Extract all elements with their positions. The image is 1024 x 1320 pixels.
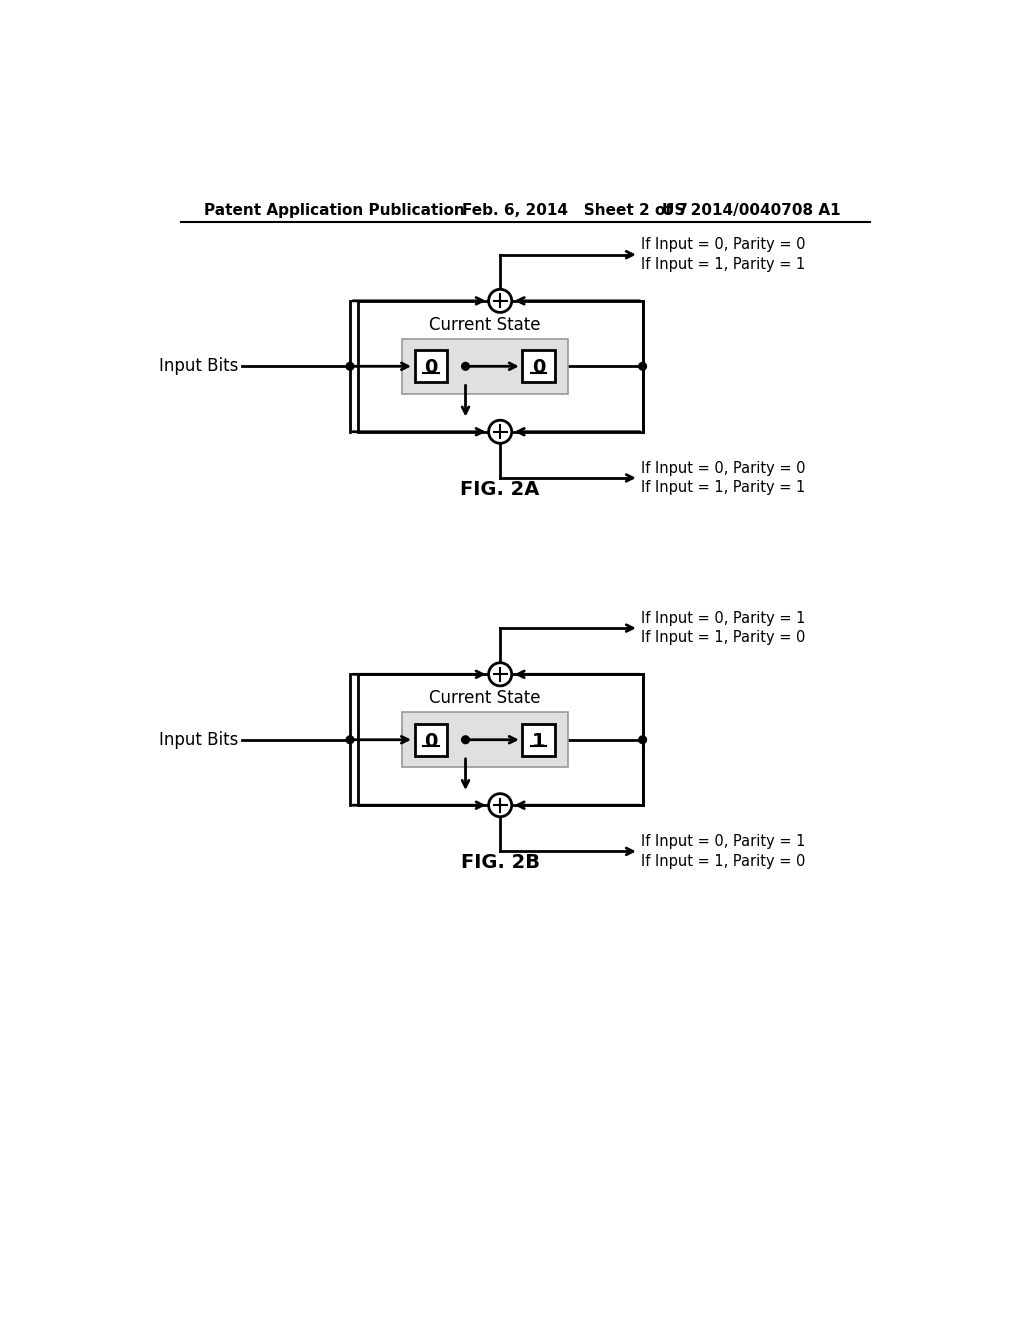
Bar [415,723,447,756]
Text: Current State: Current State [429,689,541,708]
Circle shape [488,793,512,817]
Circle shape [488,663,512,686]
Text: If Input = 1, Parity = 0: If Input = 1, Parity = 0 [641,631,806,645]
Text: 1: 1 [531,731,546,751]
Text: If Input = 0, Parity = 0: If Input = 0, Parity = 0 [641,461,806,475]
Circle shape [488,420,512,444]
Circle shape [462,363,469,370]
Text: 0: 0 [424,731,437,751]
Text: If Input = 1, Parity = 1: If Input = 1, Parity = 1 [641,480,805,495]
Text: If Input = 1, Parity = 0: If Input = 1, Parity = 0 [641,854,806,869]
Text: Input Bits: Input Bits [159,731,239,748]
Text: If Input = 1, Parity = 1: If Input = 1, Parity = 1 [641,257,805,272]
Bar [357,675,643,805]
Circle shape [462,737,469,743]
Text: FIG. 2A: FIG. 2A [461,480,540,499]
Bar [522,350,555,383]
Text: Feb. 6, 2014   Sheet 2 of 7: Feb. 6, 2014 Sheet 2 of 7 [462,203,687,218]
Bar [401,711,568,767]
Circle shape [488,289,512,313]
Bar [401,339,568,393]
Circle shape [346,363,354,370]
Text: FIG. 2B: FIG. 2B [461,854,540,873]
Text: If Input = 0, Parity = 0: If Input = 0, Parity = 0 [641,238,806,252]
Circle shape [346,737,354,743]
Circle shape [639,737,646,743]
Text: 0: 0 [424,358,437,378]
Bar [357,301,643,432]
Text: Patent Application Publication: Patent Application Publication [204,203,465,218]
Text: Current State: Current State [429,315,541,334]
Text: If Input = 0, Parity = 1: If Input = 0, Parity = 1 [641,834,806,849]
Bar [522,723,555,756]
Bar [415,350,447,383]
Circle shape [639,363,646,370]
Text: Input Bits: Input Bits [159,358,239,375]
Text: US 2014/0040708 A1: US 2014/0040708 A1 [662,203,841,218]
Text: If Input = 0, Parity = 1: If Input = 0, Parity = 1 [641,611,806,626]
Text: 0: 0 [532,358,546,378]
